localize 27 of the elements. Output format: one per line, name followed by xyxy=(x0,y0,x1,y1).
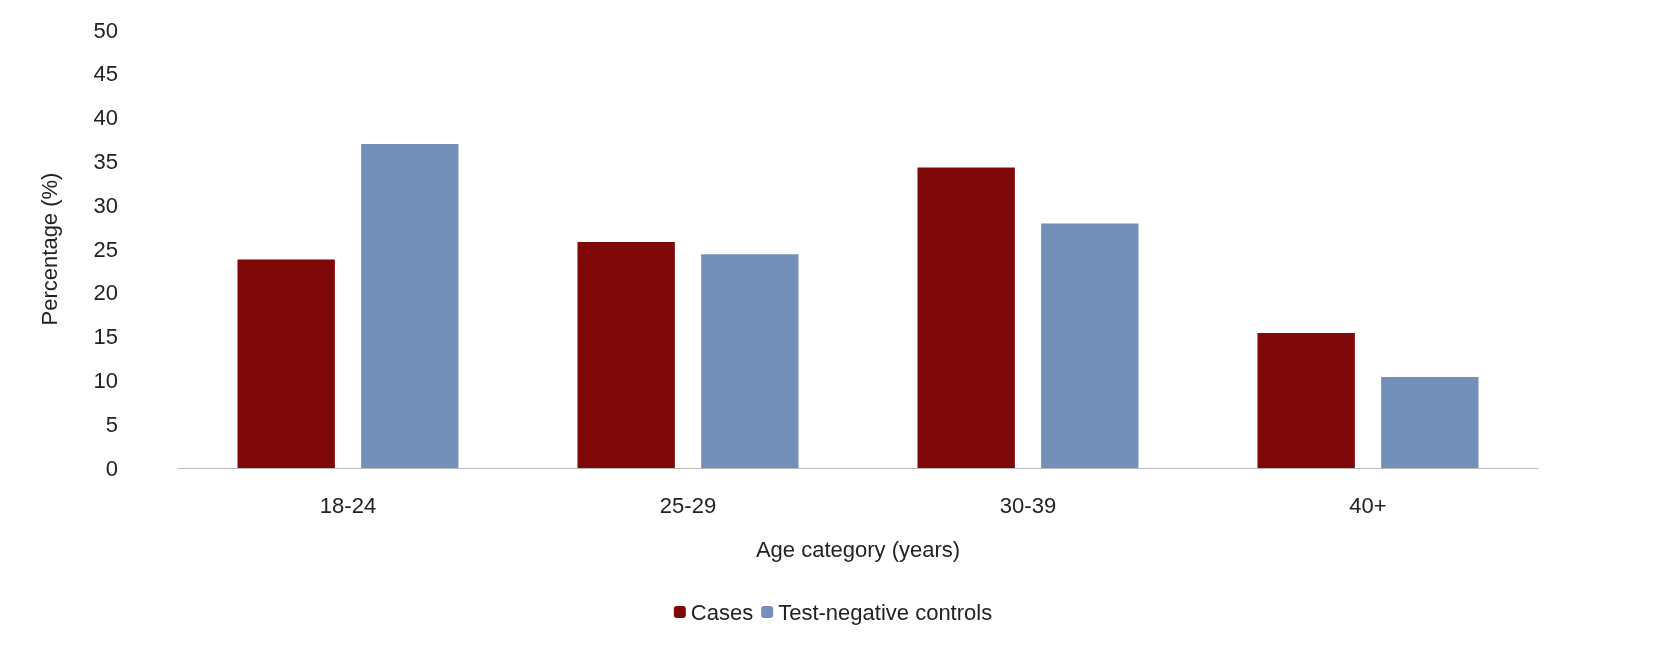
bar xyxy=(917,167,1015,468)
bar xyxy=(577,241,675,468)
y-tick-label: 45 xyxy=(93,61,118,87)
y-axis-title: Percentage (%) xyxy=(36,172,62,326)
legend-label: Test-negative controls xyxy=(778,599,993,625)
x-tick-label: 25-29 xyxy=(659,492,717,518)
bar xyxy=(361,143,459,468)
y-tick-label: 10 xyxy=(93,367,118,393)
y-tick-label: 15 xyxy=(93,324,118,350)
y-tick-label: 40 xyxy=(93,105,118,131)
bar xyxy=(237,259,335,468)
bar xyxy=(1257,333,1355,468)
x-axis-title: Age category (years) xyxy=(755,536,961,562)
y-tick-label: 5 xyxy=(105,411,118,437)
x-tick-label: 30-39 xyxy=(999,492,1057,518)
y-tick-label: 0 xyxy=(105,455,118,481)
x-tick-label: 18-24 xyxy=(319,492,377,518)
bar xyxy=(701,254,799,468)
y-tick-label: 35 xyxy=(93,148,118,174)
bar xyxy=(1381,376,1479,468)
y-tick-label: 30 xyxy=(93,192,118,218)
y-tick-label: 20 xyxy=(93,280,118,306)
y-tick-label: 50 xyxy=(93,17,118,43)
legend-label: Cases xyxy=(690,599,754,625)
x-tick-label: 40+ xyxy=(1349,492,1387,518)
bar xyxy=(1041,223,1139,468)
y-tick-label: 25 xyxy=(93,236,118,262)
